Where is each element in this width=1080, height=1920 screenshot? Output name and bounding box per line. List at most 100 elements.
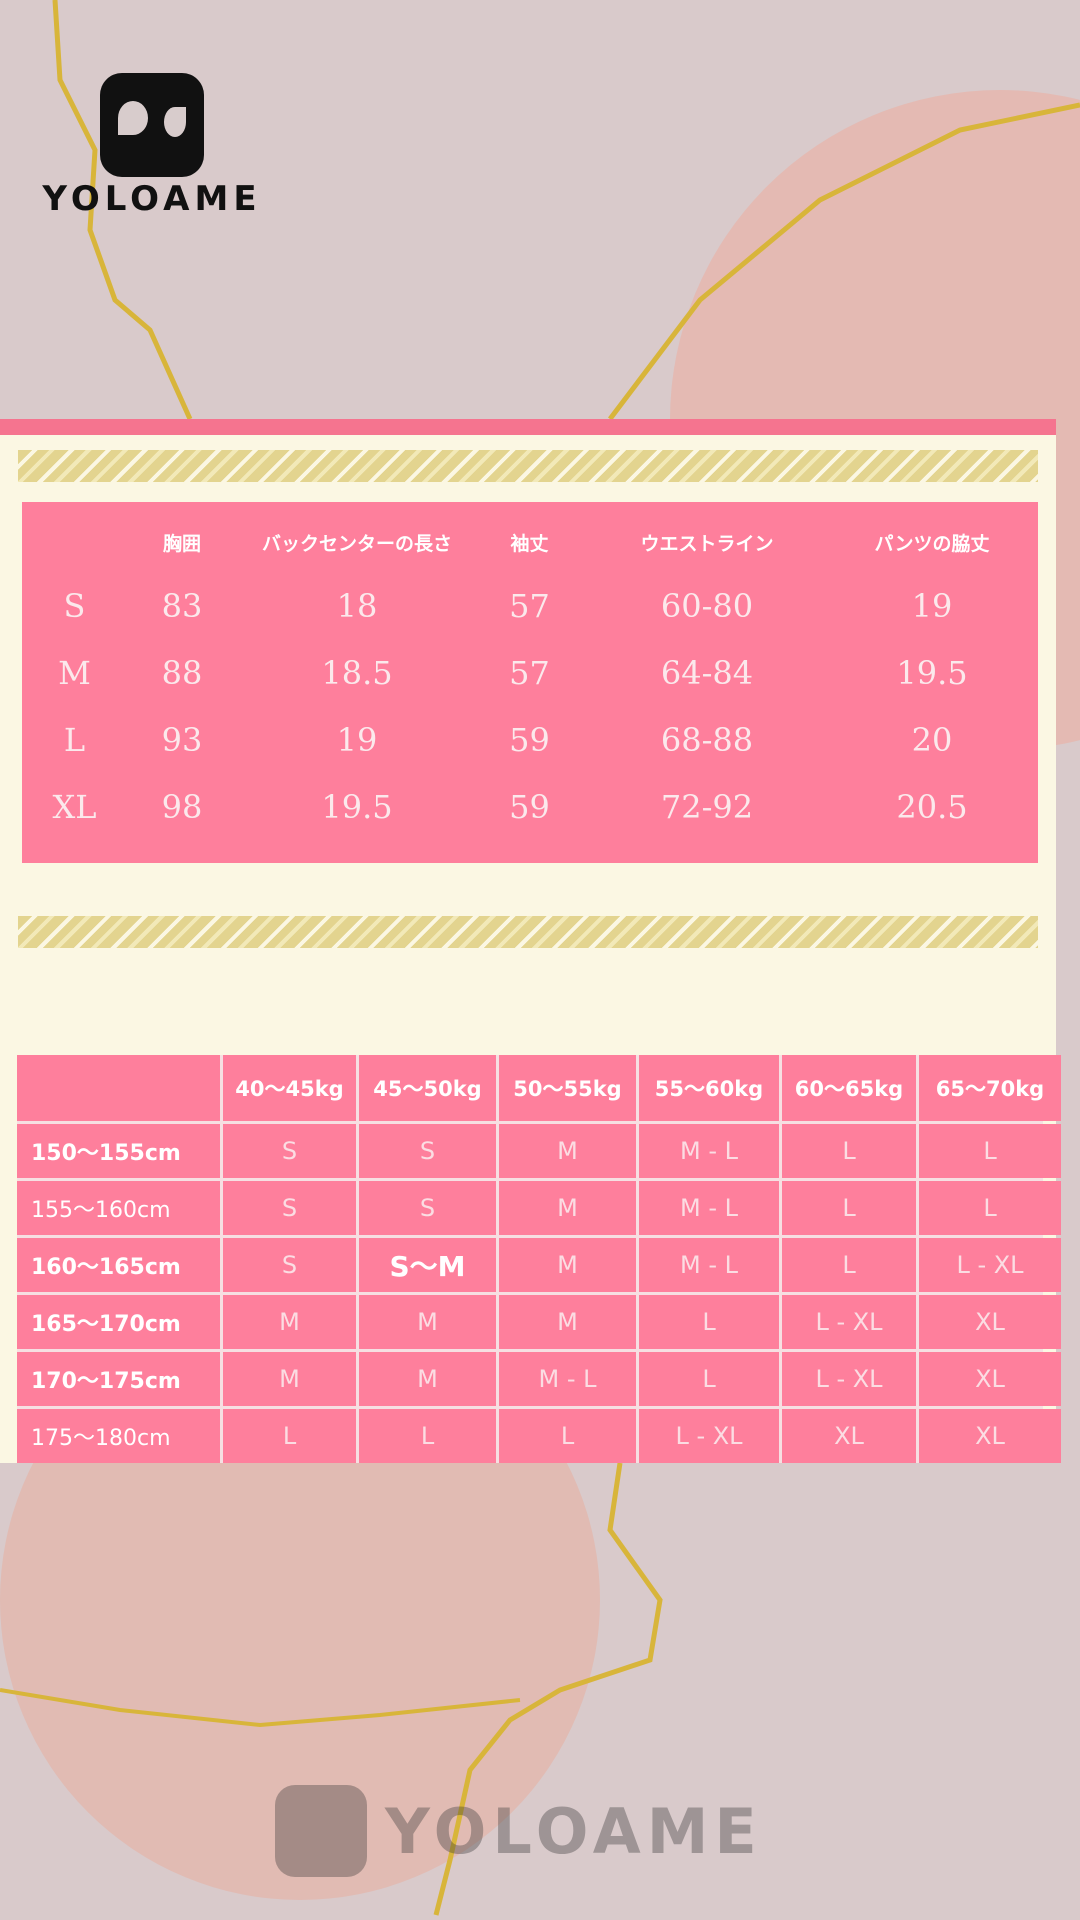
header-cell: バックセンターの長さ (261, 532, 452, 555)
header-cell: 50～55kg (499, 1055, 636, 1121)
size-label: M (58, 653, 91, 692)
size-cell: S～M (359, 1238, 496, 1292)
height-label: 175～180cm (17, 1409, 220, 1463)
height-weight-fit-table: 40～45kg 45～50kg 50～55kg 55～60kg 60～65kg 65～70… (17, 1055, 1061, 1463)
size-cell: XL (919, 1295, 1061, 1349)
header-cell (17, 1055, 220, 1121)
pink-strip (0, 419, 1056, 435)
size-cell: L (782, 1238, 916, 1292)
size-cell: XL (919, 1352, 1061, 1406)
table-body: S 83 18 57 60-80 19 M 88 18.5 57 64-84 19.5 L 93 19 59 6… (22, 572, 1038, 840)
table-row: XL 98 19.5 59 72-92 20.5 (22, 773, 1038, 840)
watermark-logo-icon (275, 1785, 367, 1877)
size-cell: M - L (499, 1352, 636, 1406)
size-chart-panel: 胸囲 バックセンターの長さ 袖丈 ウエストライン パンツの脇丈 S 83 18 57 6… (0, 419, 1061, 1463)
size-cell: M (223, 1352, 356, 1406)
size-cell: L (782, 1181, 916, 1235)
value-cell: 20.5 (896, 787, 968, 826)
height-label: 160～165cm (17, 1238, 220, 1292)
size-cell: M - L (639, 1181, 779, 1235)
size-cell: S (223, 1124, 356, 1178)
logo-icon (100, 73, 204, 177)
size-cell: S (223, 1181, 356, 1235)
value-cell: 60-80 (660, 586, 754, 625)
size-cell: L - XL (919, 1238, 1061, 1292)
gold-line (608, 102, 1080, 421)
value-cell: 64-84 (660, 653, 754, 692)
value-cell: 57 (509, 653, 550, 692)
watermark: YOLOAME (275, 1785, 763, 1877)
size-cell: XL (919, 1409, 1061, 1463)
size-cell: M (499, 1181, 636, 1235)
header-cell: 胸囲 (162, 532, 201, 555)
zigzag-border (18, 450, 1038, 482)
value-cell: 19.5 (321, 787, 393, 826)
size-cell: M - L (639, 1124, 779, 1178)
table-row: S 83 18 57 60-80 19 (22, 572, 1038, 639)
size-cell: M - L (639, 1238, 779, 1292)
header-cell: 65～70kg (919, 1055, 1061, 1121)
gold-line (433, 1462, 663, 1916)
size-cell: M (223, 1295, 356, 1349)
size-cell: M (499, 1238, 636, 1292)
gold-line (0, 1688, 521, 1728)
value-cell: 18.5 (321, 653, 393, 692)
height-label: 165～170cm (17, 1295, 220, 1349)
value-cell: 72-92 (660, 787, 754, 826)
header-cell: ウエストライン (640, 532, 774, 555)
value-cell: 68-88 (660, 720, 754, 759)
size-label: L (63, 720, 86, 759)
size-cell: L (499, 1409, 636, 1463)
size-cell: M (359, 1352, 496, 1406)
size-cell: M (499, 1295, 636, 1349)
zigzag-border (18, 916, 1038, 948)
size-cell: L - XL (639, 1409, 779, 1463)
size-cell: L (639, 1352, 779, 1406)
size-cell: L (919, 1181, 1061, 1235)
header-cell: 60～65kg (782, 1055, 916, 1121)
size-cell: L - XL (782, 1295, 916, 1349)
height-label: 155～160cm (17, 1181, 220, 1235)
value-cell: 98 (161, 787, 203, 826)
size-cell: M (499, 1124, 636, 1178)
header-cell: 45～50kg (359, 1055, 496, 1121)
height-label: 170～175cm (17, 1352, 220, 1406)
size-cell: S (359, 1181, 496, 1235)
size-cell: L (919, 1124, 1061, 1178)
value-cell: 18 (336, 586, 378, 625)
value-cell: 59 (509, 787, 550, 826)
size-cell: S (223, 1238, 356, 1292)
size-cell: L (782, 1124, 916, 1178)
height-label: 150～155cm (17, 1124, 220, 1178)
value-cell: 20 (911, 720, 953, 759)
header-cell: 40～45kg (223, 1055, 356, 1121)
brand-name: YOLOAME (42, 179, 262, 219)
value-cell: 59 (509, 720, 550, 759)
value-cell: 19 (336, 720, 378, 759)
value-cell: 57 (509, 586, 550, 625)
header-cell: パンツの脇丈 (874, 532, 990, 555)
value-cell: 19.5 (896, 653, 968, 692)
table-row: L 93 19 59 68-88 20 (22, 706, 1038, 773)
size-measurement-table: 胸囲 バックセンターの長さ 袖丈 ウエストライン パンツの脇丈 S 83 18 57 6… (22, 502, 1038, 863)
size-label: S (63, 586, 86, 625)
value-cell: 88 (161, 653, 203, 692)
header-cell: 55～60kg (639, 1055, 779, 1121)
value-cell: 83 (161, 586, 203, 625)
size-cell: L - XL (782, 1352, 916, 1406)
watermark-text: YOLOAME (385, 1794, 763, 1868)
table-row: M 88 18.5 57 64-84 19.5 (22, 639, 1038, 706)
size-label: XL (52, 787, 97, 826)
gold-line (52, 0, 193, 421)
table-header: 胸囲 バックセンターの長さ 袖丈 ウエストライン パンツの脇丈 (22, 512, 1038, 572)
size-cell: L (359, 1409, 496, 1463)
value-cell: 19 (911, 586, 953, 625)
size-cell: L (223, 1409, 356, 1463)
size-cell: M (359, 1295, 496, 1349)
size-cell: L (639, 1295, 779, 1349)
brand-logo: YOLOAME (37, 73, 267, 219)
size-cell: S (359, 1124, 496, 1178)
header-cell: 袖丈 (510, 532, 549, 555)
size-cell: XL (782, 1409, 916, 1463)
value-cell: 93 (161, 720, 203, 759)
